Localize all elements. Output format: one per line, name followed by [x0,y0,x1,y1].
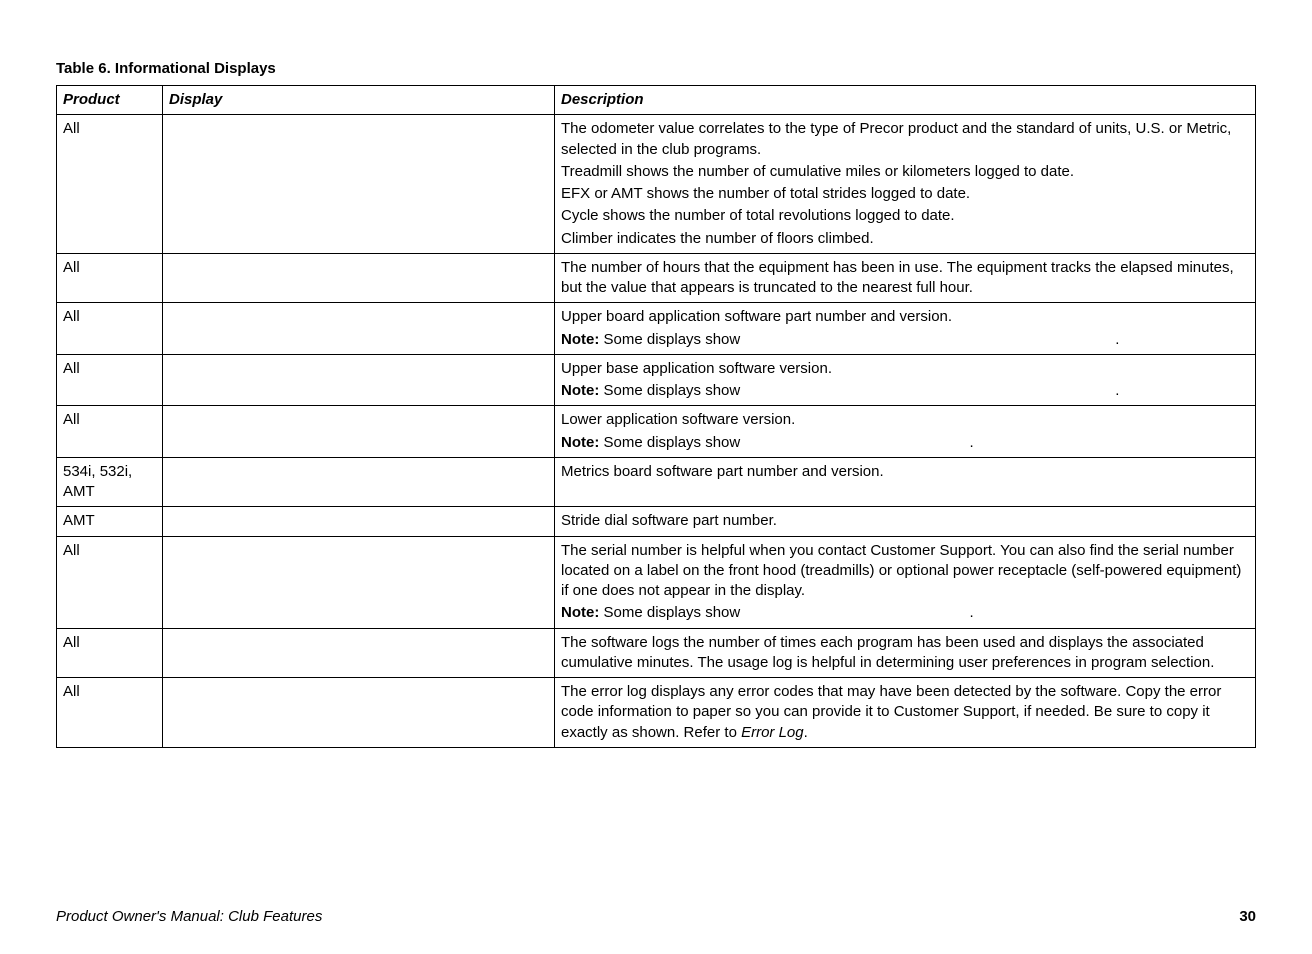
description-line: Note: Some displays show . [561,330,1249,350]
cell-display [163,303,555,355]
cell-display [163,628,555,678]
cell-description: Metrics board software part number and v… [555,457,1256,507]
description-text: Stride dial software part number. [561,512,777,529]
description-line: Note: Some displays show . [561,433,1249,453]
cell-product: All [57,253,163,303]
description-line: Stride dial software part number. [561,511,1249,531]
description-text: The software logs the number of times ea… [561,634,1214,671]
cell-product: All [57,115,163,254]
description-line: Cycle shows the number of total revoluti… [561,206,1249,226]
description-text: The odometer value correlates to the typ… [561,120,1231,157]
table-row: All Upper board application software part… [57,303,1256,355]
description-line: Treadmill shows the number of cumulative… [561,162,1249,182]
description-line: The error log displays any error codes t… [561,682,1249,743]
description-line: Note: Some displays show . [561,381,1249,401]
note-label: Note: [561,604,604,621]
cell-product: All [57,536,163,628]
informational-displays-table: Product Display Description All The odome… [56,85,1256,748]
description-text: Treadmill shows the number of cumulative… [561,163,1074,180]
cell-product: All [57,678,163,748]
cell-display [163,406,555,458]
table-header-row: Product Display Description [57,86,1256,115]
description-text: Cycle shows the number of total revoluti… [561,207,955,224]
cell-display [163,354,555,406]
description-line: Metrics board software part number and v… [561,462,1249,482]
col-header-description: Description [555,86,1256,115]
description-line: The software logs the number of times ea… [561,633,1249,674]
table-row: All The serial number is helpful when you… [57,536,1256,628]
cell-product: All [57,303,163,355]
description-text: Lower application software version. [561,411,795,428]
cell-display [163,115,555,254]
cell-product: AMT [57,507,163,536]
description-text: Climber indicates the number of floors c… [561,230,874,247]
description-line: The serial number is helpful when you co… [561,541,1249,602]
col-header-product: Product [57,86,163,115]
description-line: The odometer value correlates to the typ… [561,119,1249,160]
description-text: Upper board application software part nu… [561,308,952,325]
table-row: All Upper base application software versi… [57,354,1256,406]
cell-display [163,536,555,628]
cell-description: The number of hours that the equipment h… [555,253,1256,303]
table-row: All Lower application software version. No… [57,406,1256,458]
footer-doc-title: Product Owner's Manual: Club Features [56,908,322,925]
table-row: All The number of hours that the equipmen… [57,253,1256,303]
cell-display [163,507,555,536]
description-line: Lower application software version. [561,410,1249,430]
description-line: The number of hours that the equipment h… [561,258,1249,299]
description-text: Metrics board software part number and v… [561,463,884,480]
cell-description: Upper board application software part nu… [555,303,1256,355]
table-row: All The odometer value correlates to the … [57,115,1256,254]
cell-product: All [57,628,163,678]
description-text: Upper base application software version. [561,360,832,377]
note-label: Note: [561,331,604,348]
description-text: The serial number is helpful when you co… [561,542,1241,600]
cell-description: The odometer value correlates to the typ… [555,115,1256,254]
description-line: EFX or AMT shows the number of total str… [561,184,1249,204]
cell-description: Stride dial software part number. [555,507,1256,536]
description-text: . [804,724,808,741]
cell-description: Lower application software version. Note:… [555,406,1256,458]
cell-display [163,457,555,507]
description-text: Some displays show [604,331,741,348]
cell-description: The error log displays any error codes t… [555,678,1256,748]
italic-reference: Error Log [741,724,804,741]
description-line: Upper base application software version. [561,359,1249,379]
table-row: 534i, 532i, AMT Metrics board software pa… [57,457,1256,507]
description-text: EFX or AMT shows the number of total str… [561,185,970,202]
table-title: Table 6. Informational Displays [56,60,1256,77]
col-header-display: Display [163,86,555,115]
note-label: Note: [561,382,604,399]
cell-display [163,253,555,303]
page-footer: Product Owner's Manual: Club Features 30 [56,748,1256,925]
description-text: Some displays show [604,604,741,621]
table-row: All The software logs the number of times… [57,628,1256,678]
note-label: Note: [561,434,604,451]
cell-display [163,678,555,748]
description-line: Climber indicates the number of floors c… [561,229,1249,249]
table-row: AMT Stride dial software part number. [57,507,1256,536]
cell-product: All [57,354,163,406]
description-text: The number of hours that the equipment h… [561,259,1234,296]
footer-page-number: 30 [1239,908,1256,925]
description-text: The error log displays any error codes t… [561,683,1221,741]
cell-description: The software logs the number of times ea… [555,628,1256,678]
cell-product: 534i, 532i, AMT [57,457,163,507]
description-text: Some displays show [604,382,741,399]
cell-description: The serial number is helpful when you co… [555,536,1256,628]
description-line: Note: Some displays show . [561,603,1249,623]
cell-product: All [57,406,163,458]
table-row: All The error log displays any error code… [57,678,1256,748]
description-line: Upper board application software part nu… [561,307,1249,327]
cell-description: Upper base application software version.… [555,354,1256,406]
description-text: Some displays show [604,434,741,451]
